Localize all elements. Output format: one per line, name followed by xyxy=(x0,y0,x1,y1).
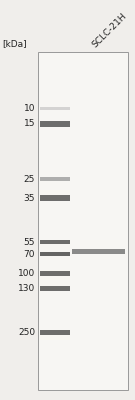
Bar xyxy=(40,252,70,256)
Bar xyxy=(40,177,70,181)
Text: [kDa]: [kDa] xyxy=(2,39,27,48)
Bar xyxy=(38,52,128,390)
Bar xyxy=(40,271,70,276)
Bar xyxy=(40,196,70,200)
Text: 10: 10 xyxy=(23,104,35,113)
Text: 70: 70 xyxy=(23,250,35,259)
Text: 35: 35 xyxy=(23,194,35,202)
Text: 250: 250 xyxy=(18,328,35,337)
Bar xyxy=(40,286,70,291)
Bar xyxy=(72,249,125,254)
Text: SCLC-21H: SCLC-21H xyxy=(90,11,128,49)
Text: 25: 25 xyxy=(24,174,35,184)
Bar xyxy=(40,240,70,244)
Text: 100: 100 xyxy=(18,269,35,278)
Bar xyxy=(40,330,70,335)
Text: 15: 15 xyxy=(23,120,35,128)
Text: 55: 55 xyxy=(23,238,35,247)
Bar xyxy=(40,122,70,126)
Bar xyxy=(40,108,70,110)
Text: 130: 130 xyxy=(18,284,35,293)
